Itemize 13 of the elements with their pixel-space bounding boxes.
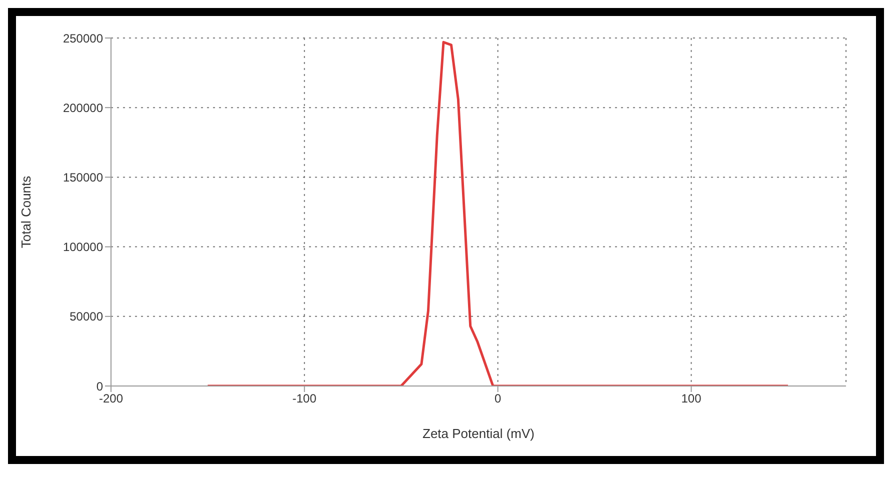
- x-axis-title: Zeta Potential (mV): [422, 426, 534, 441]
- x-tick-label: 0: [494, 392, 502, 406]
- line-series: [206, 40, 790, 386]
- y-tick-label: 200000: [62, 100, 104, 115]
- y-tick-label: 0: [96, 379, 104, 394]
- y-tick-label: 250000: [62, 31, 104, 46]
- y-tick-label: 50000: [70, 310, 104, 324]
- x-tick-label: 100: [681, 392, 702, 406]
- y-tick-label: 100000: [62, 240, 104, 254]
- x-tick-label: -200: [98, 392, 124, 406]
- y-tick-label: 150000: [62, 170, 104, 184]
- y-axis-title: Total Counts: [18, 175, 34, 248]
- x-tick-label: -100: [292, 392, 317, 406]
